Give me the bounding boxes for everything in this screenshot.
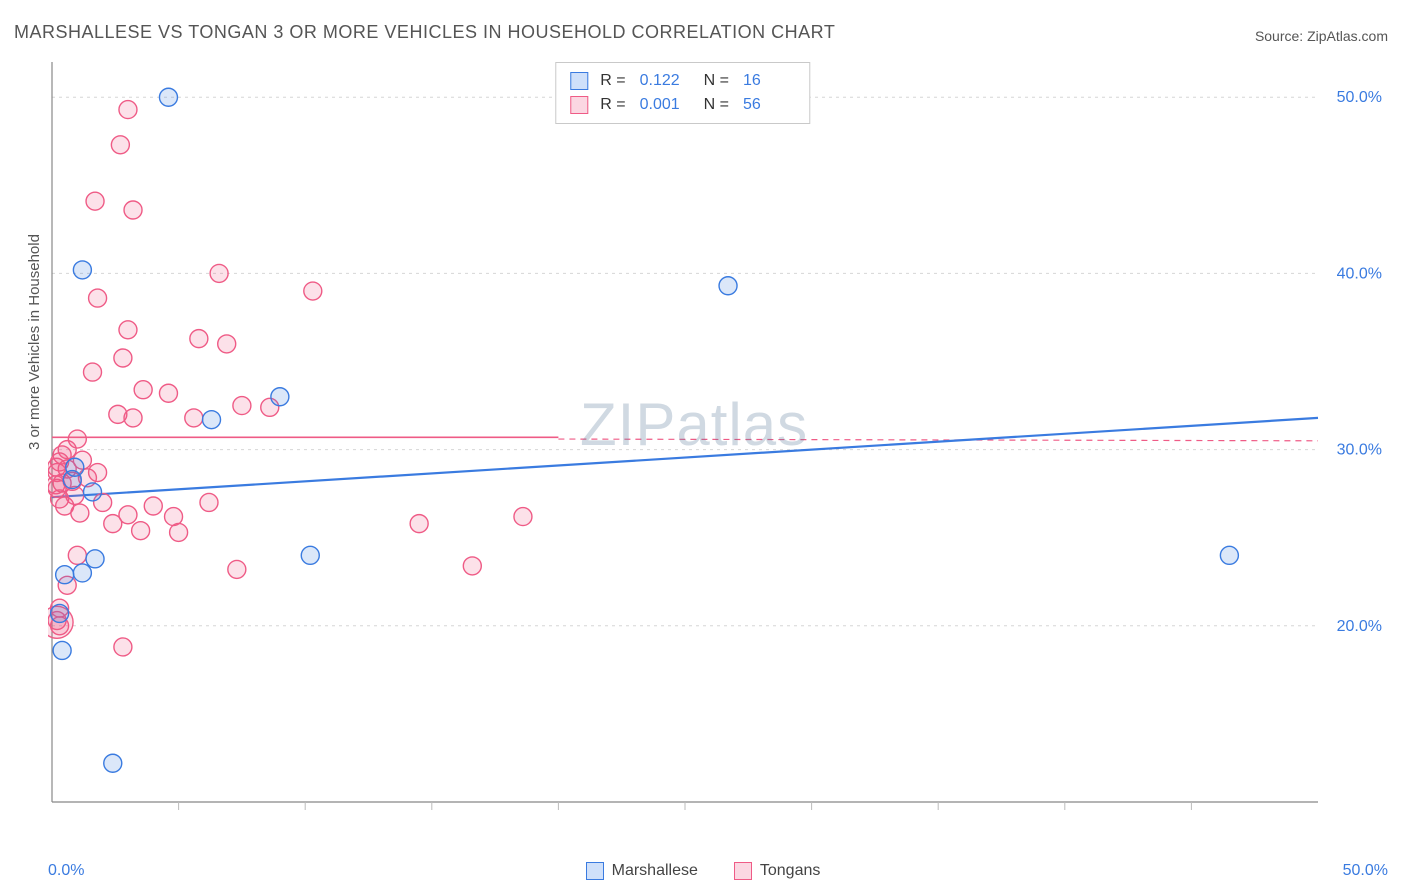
scatter-plot: 20.0% 30.0% 40.0% 50.0% <box>48 60 1388 820</box>
source-label: Source: <box>1255 28 1307 44</box>
y-axis-label: 3 or more Vehicles in Household <box>26 234 43 450</box>
correlation-legend: R = 0.122 N = 16 R = 0.001 N = 56 <box>555 62 810 124</box>
source-attribution: Source: ZipAtlas.com <box>1255 28 1388 44</box>
source-name: ZipAtlas.com <box>1307 28 1388 44</box>
svg-text:50.0%: 50.0% <box>1337 89 1382 106</box>
svg-text:20.0%: 20.0% <box>1337 618 1382 635</box>
svg-text:30.0%: 30.0% <box>1337 442 1382 459</box>
r-label: R = <box>600 69 625 93</box>
n-value-1: 16 <box>743 69 795 93</box>
legend-row-tongans: R = 0.001 N = 56 <box>570 93 795 117</box>
swatch-pink <box>570 96 588 114</box>
plot-svg: 20.0% 30.0% 40.0% 50.0% <box>48 60 1388 820</box>
n-label: N = <box>704 69 729 93</box>
legend-item-marshallese: Marshallese <box>586 862 698 880</box>
n-label: N = <box>704 93 729 117</box>
x-axis-max-label: 50.0% <box>1343 862 1388 880</box>
n-value-2: 56 <box>743 93 795 117</box>
r-label: R = <box>600 93 625 117</box>
legend-items: Marshallese Tongans <box>586 862 821 880</box>
swatch-blue <box>570 72 588 90</box>
r-value-2: 0.001 <box>640 93 692 117</box>
footer-legend: 0.0% Marshallese Tongans 50.0% <box>0 862 1406 880</box>
x-axis-min-label: 0.0% <box>48 862 84 880</box>
legend-label-1: Marshallese <box>612 862 698 880</box>
chart-title: MARSHALLESE VS TONGAN 3 OR MORE VEHICLES… <box>14 22 835 43</box>
legend-item-tongans: Tongans <box>734 862 821 880</box>
swatch-blue-footer <box>586 862 604 880</box>
r-value-1: 0.122 <box>640 69 692 93</box>
legend-row-marshallese: R = 0.122 N = 16 <box>570 69 795 93</box>
svg-text:40.0%: 40.0% <box>1337 265 1382 282</box>
legend-label-2: Tongans <box>760 862 821 880</box>
swatch-pink-footer <box>734 862 752 880</box>
